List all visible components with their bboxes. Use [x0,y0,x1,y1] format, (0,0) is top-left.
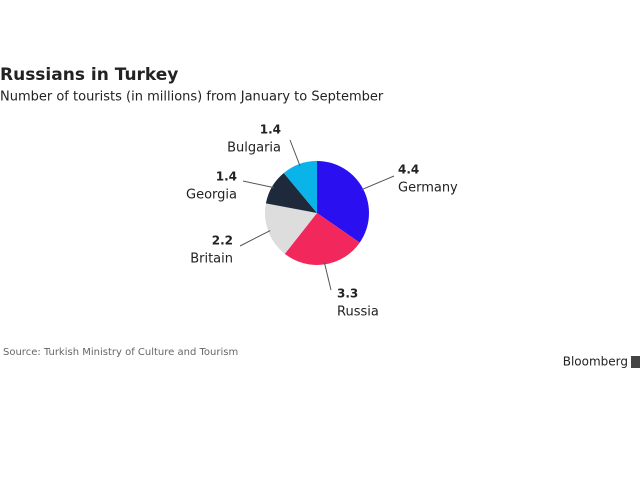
category-label: Georgia [186,188,237,203]
value-label: 1.4 [260,123,281,137]
pie-slice [317,161,369,243]
chart-subtitle: Number of tourists (in millions) from Ja… [0,90,384,105]
value-label: 1.4 [216,170,237,184]
category-label: Germany [398,181,458,196]
source: Source: Turkish Ministry of Culture and … [3,347,238,358]
pie-slice [265,172,317,213]
pie-slice [283,161,317,213]
leader-line [289,139,301,167]
chart-title: Russians in Turkey [0,65,178,85]
value-label: 2.2 [212,234,233,248]
value-label: 3.3 [337,287,358,301]
leader-line [361,175,395,191]
brand-icon [631,356,640,368]
leader-line [323,262,332,291]
pie-slice [265,203,317,254]
pie-slice [284,213,360,265]
brand: Bloomberg [563,355,628,369]
leader-line [239,230,271,247]
category-label: Russia [337,305,379,320]
value-label: 4.4 [398,163,419,177]
category-label: Bulgaria [227,141,281,156]
category-label: Britain [190,252,233,267]
leader-line [242,180,275,189]
